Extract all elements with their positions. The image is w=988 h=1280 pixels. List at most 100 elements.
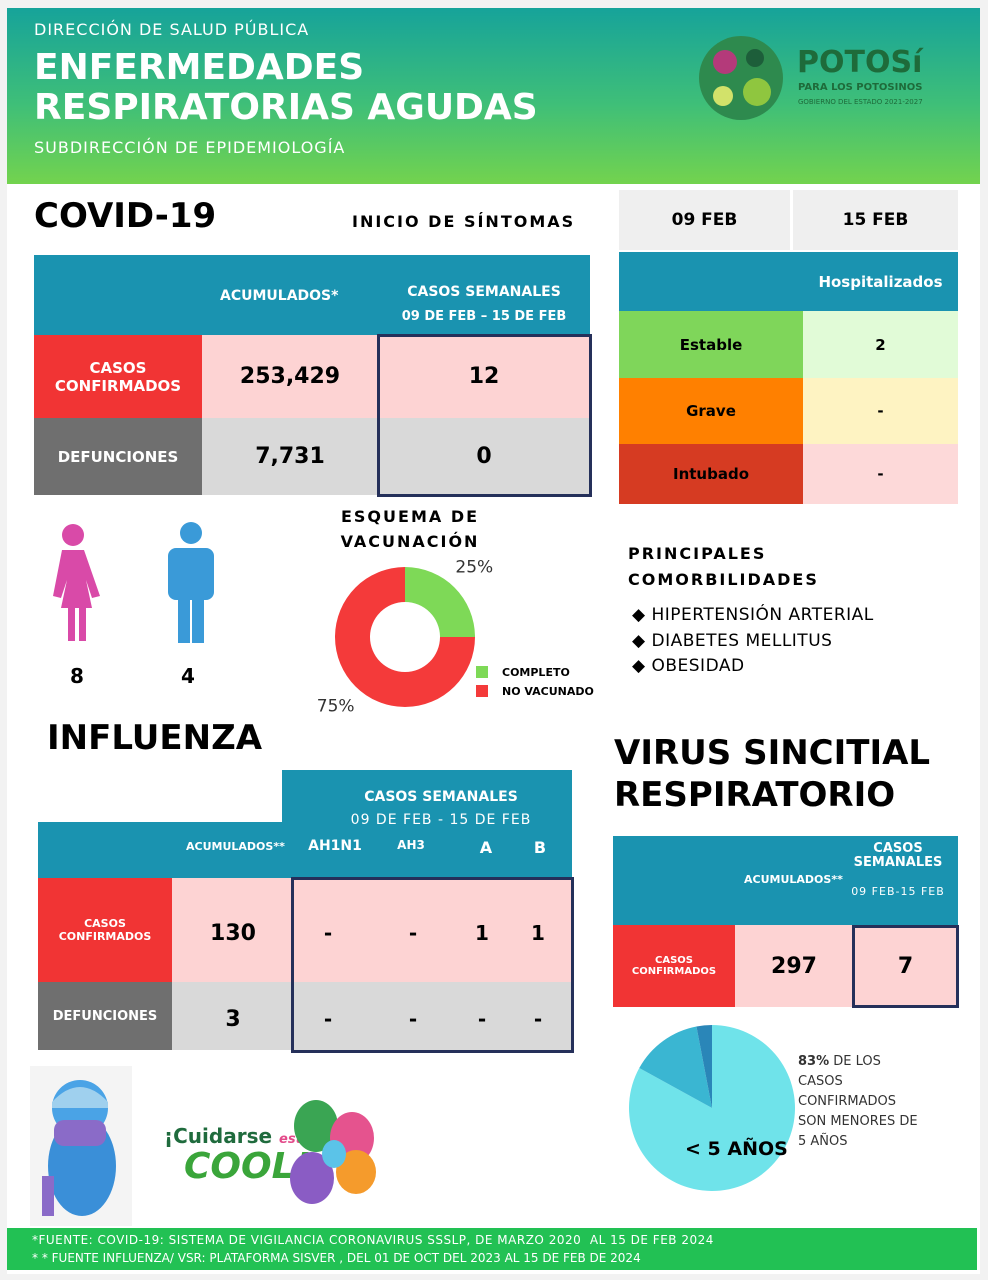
pie-slice	[696, 1025, 712, 1108]
footer-line: * * FUENTE INFLUENZA/ VSR: PLATAFORMA SI…	[32, 1251, 641, 1265]
row-label: CASOS CONFIRMADOS	[38, 878, 172, 982]
list-item: ◆ HIPERTENSIÓN ARTERIAL	[632, 605, 874, 625]
note-text: DE LOS CASOS CONFIRMADOS SON MENORES DE …	[798, 1054, 918, 1149]
status: Grave	[619, 378, 803, 444]
donut-slice	[335, 567, 475, 707]
chart-title-line: ESQUEMA DE	[340, 507, 480, 526]
campaign-cool: COOL!	[184, 1146, 311, 1187]
cell: 130	[210, 920, 256, 946]
value-label: 75%	[317, 696, 355, 716]
table-header	[34, 255, 590, 335]
item-text: DIABETES MELLITUS	[651, 630, 833, 651]
mascot	[30, 1066, 132, 1226]
legend-label: COMPLETO	[502, 666, 570, 679]
legend-swatch	[476, 666, 488, 678]
value-label: 25%	[455, 558, 493, 578]
title-line: COMORBILIDADES	[628, 570, 819, 589]
comorbidity-list: ◆ HIPERTENSIÓN ARTERIAL ◆ DIABETES MELLI…	[632, 603, 874, 680]
women-count: 8	[70, 664, 84, 688]
item-text: HIPERTENSIÓN ARTERIAL	[651, 605, 874, 625]
cell: 12	[378, 335, 590, 418]
section-title: COVID-19	[34, 196, 217, 236]
header-band	[7, 8, 980, 184]
cell: 7,731	[202, 418, 378, 495]
chart-title-line: VACUNACIÓN	[340, 532, 480, 551]
list-item: ◆ OBESIDAD	[632, 656, 745, 676]
cell: -	[323, 921, 333, 945]
cell: 1	[531, 921, 545, 945]
table-header	[38, 822, 572, 878]
column-header: ACUMULADOS*	[220, 288, 339, 304]
cell: -	[408, 921, 418, 945]
row-label: CASOS CONFIRMADOS	[34, 335, 202, 418]
column-header: CASOS SEMANALES	[853, 841, 943, 870]
logo-tagline: PARA LOS POTOSINOS	[798, 82, 923, 93]
column-header: ACUMULADOS**	[744, 873, 843, 886]
logo-government: GOBIERNO DEL ESTADO 2021-2027	[798, 98, 923, 106]
title-line: VIRUS SINCITIAL	[614, 733, 931, 773]
section-title: INFLUENZA	[47, 718, 263, 758]
column-header: CASOS SEMANALES	[407, 284, 561, 300]
subtitle: SUBDIRECCIÓN DE EPIDEMIOLOGÍA	[34, 138, 346, 157]
cell: 297	[735, 925, 853, 1007]
date: 15 FEB	[793, 190, 958, 250]
row-label: DEFUNCIONES	[38, 982, 172, 1050]
cell: 3	[225, 1006, 241, 1032]
org: DIRECCIÓN DE SALUD PÚBLICA	[34, 20, 310, 39]
cell: -	[803, 444, 958, 504]
row-bg	[172, 878, 572, 982]
weekly-outline	[377, 334, 592, 497]
pie-slice	[639, 1026, 712, 1108]
logo-emblem	[699, 36, 783, 120]
pie-value-label: 83%	[798, 1054, 830, 1069]
cell: -	[408, 1007, 418, 1031]
list-item: ◆ DIABETES MELLITUS	[632, 630, 833, 651]
date: 09 FEB	[619, 190, 790, 250]
campaign-line: ¡Cuidarse está	[164, 1124, 311, 1148]
row-bg	[172, 982, 572, 1050]
cell: -	[533, 1007, 543, 1031]
man-icon	[168, 522, 214, 643]
table-header	[613, 836, 958, 925]
cell: 253,429	[202, 335, 378, 418]
legend-swatch	[476, 685, 488, 697]
slice-label: < 5 AÑOS	[685, 1136, 788, 1160]
hospital-header	[619, 252, 958, 311]
column-subheader: 09 DE FEB – 15 DE FEB	[401, 309, 567, 324]
title-line: RESPIRATORIO	[614, 775, 896, 815]
weekly-outline	[291, 877, 574, 1053]
column-header: B	[533, 838, 547, 857]
cell: 2	[803, 311, 958, 378]
column-subheader: 09 FEB-15 FEB	[851, 885, 945, 898]
pie-note: 83% DE LOS CASOS CONFIRMADOS SON MENORES…	[798, 1052, 928, 1152]
legend-label: NO VACUNADO	[502, 685, 594, 698]
status: Estable	[619, 311, 803, 378]
comorbidities-title: PRINCIPALES COMORBILIDADES	[628, 541, 819, 593]
status: Intubado	[619, 444, 803, 504]
logo-name: POTOSí	[797, 45, 923, 80]
footer-band	[7, 1228, 977, 1270]
cell: -	[323, 1007, 333, 1031]
cell: -	[803, 378, 958, 444]
footer-line: *FUENTE: COVID-19: SISTEMA DE VIGILANCIA…	[32, 1233, 714, 1247]
cell: 1	[475, 921, 489, 945]
campaign-word: ¡Cuidarse	[164, 1124, 273, 1148]
title-line: ENFERMEDADES	[34, 47, 365, 88]
title: ENFERMEDADES RESPIRATORIAS AGUDAS	[34, 48, 538, 128]
hospital-header-label: Hospitalizados	[818, 272, 943, 291]
onset-label: INICIO DE SÍNTOMAS	[352, 212, 576, 231]
column-header: A	[479, 838, 493, 857]
pie-chart: < 5 AÑOS	[629, 1025, 795, 1191]
title-line: RESPIRATORIAS AGUDAS	[34, 87, 538, 128]
campaign-logo	[290, 1100, 376, 1204]
men-count: 4	[181, 664, 195, 688]
column-header: AH3	[397, 838, 425, 852]
row-label: CASOS CONFIRMADOS	[613, 925, 735, 1007]
chart-title: ESQUEMA DE VACUNACIÓN	[330, 504, 490, 554]
donut-slice	[405, 567, 475, 637]
column-header: AH1N1	[308, 838, 362, 854]
section-title: VIRUS SINCITIAL RESPIRATORIO	[614, 732, 930, 816]
title-line: PRINCIPALES	[628, 544, 767, 563]
cell: 0	[378, 418, 590, 495]
